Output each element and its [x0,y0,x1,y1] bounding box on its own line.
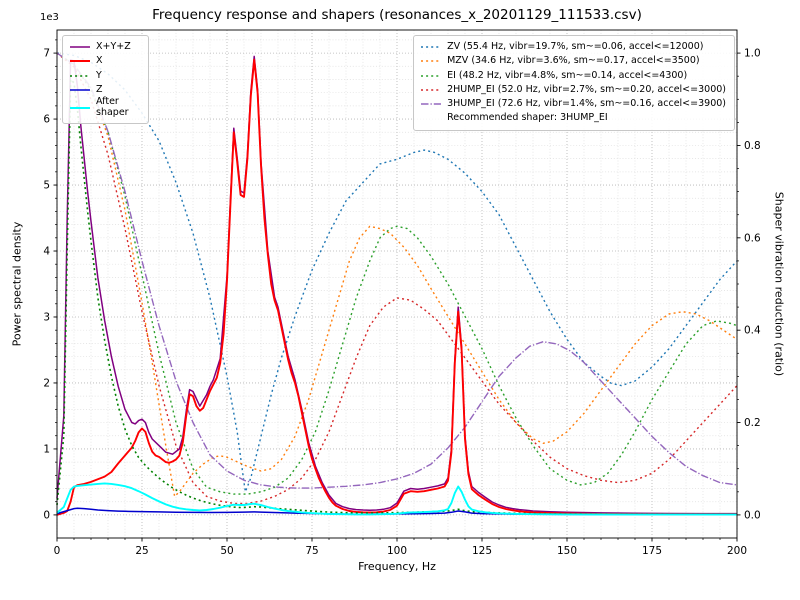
x-tick-label: 150 [557,545,577,557]
x-tick-label: 125 [472,545,492,557]
x-tick-label: 25 [135,545,148,557]
legend-item-2hump-ei: 2HUMP_EI (52.0 Hz, vibr=2.7%, sm~=0.20, … [420,83,726,97]
y-right-tick-label: 0.6 [744,232,761,244]
legend-label-3hump-ei: 3HUMP_EI (72.6 Hz, vibr=1.4%, sm~=0.16, … [447,98,726,109]
y-right-tick-label: 0.4 [744,325,761,337]
y-axis-offset-text: 1e3 [40,12,59,23]
y-left-tick-label: 3 [43,311,50,323]
after-shaper-line-icon [69,103,91,113]
chart-title: Frequency response and shapers (resonanc… [152,7,642,23]
legend-shapers: ZV (55.4 Hz, vibr=19.7%, sm~=0.06, accel… [413,35,735,131]
y-left-tick-label: 4 [43,246,50,258]
legend-label-mzv: MZV (34.6 Hz, vibr=3.6%, sm~=0.17, accel… [447,55,700,67]
legend-psd: X+Y+Z X Y Z After shaper [62,35,149,124]
legend-item-mzv: MZV (34.6 Hz, vibr=3.6%, sm~=0.17, accel… [420,54,726,68]
y-left-tick-label: 1 [43,443,50,455]
series-line-after-shaper [56,482,737,516]
legend-label-zv: ZV (55.4 Hz, vibr=19.7%, sm~=0.06, accel… [447,41,704,52]
legend-label-y: Y [96,69,102,81]
legend-label-2hump-ei: 2HUMP_EI (52.0 Hz, vibr=2.7%, sm~=0.20, … [447,83,726,95]
y-right-tick-label: 0.0 [744,509,761,521]
series-line-y [56,78,738,516]
legend-label-x: X [96,55,103,67]
y-right-tick-label: 0.2 [744,417,761,429]
legend-item-after-shaper: After shaper [69,96,140,119]
y-left-tick-label: 2 [43,377,50,389]
y-left-tick-label: 6 [43,114,50,126]
legend-label-xyz: X+Y+Z [96,41,131,52]
y-left-tick-label: 5 [43,180,50,192]
ei-line-icon [420,71,442,81]
y-right-tick-label: 0.8 [744,140,761,152]
x-tick-label: 175 [642,545,662,557]
x-tick-label: 100 [387,545,407,557]
legend-label-after-shaper: After shaper [96,96,129,118]
x-tick-label: 0 [54,545,61,557]
y-right-tick-label: 1.0 [744,48,761,60]
legend-item-zv: ZV (55.4 Hz, vibr=19.7%, sm~=0.06, accel… [420,40,726,54]
legend-item-y: Y [69,69,140,83]
y-axis-right-label: Shaper vibration reduction (ratio) [772,191,786,377]
y-axis-left-label: Power spectral density [10,221,24,347]
xyz-line-icon [69,42,91,52]
series-line-2hump-ei [56,52,738,505]
series-line-3hump-ei [56,52,738,489]
x-tick-label: 200 [727,545,747,557]
y-left-tick-label: 7 [43,48,50,60]
legend-item-xyz: X+Y+Z [69,40,140,54]
legend-item-z: Z [69,83,140,97]
legend-label-z: Z [96,83,103,95]
series-line-zv [56,52,738,493]
2hump-ei-line-icon [420,85,442,95]
x-axis-label: Frequency, Hz [358,560,436,573]
legend-item-recommendation: Recommended shaper: 3HUMP_EI [420,111,726,125]
x-line-icon [69,56,91,66]
z-line-icon [69,85,91,95]
series-line-z [56,507,737,516]
x-tick-label: 75 [305,545,318,557]
legend-label-recommendation: Recommended shaper: 3HUMP_EI [447,112,608,124]
legend-item-3hump-ei: 3HUMP_EI (72.6 Hz, vibr=1.4%, sm~=0.16, … [420,97,726,111]
y-left-tick-label: 0 [43,509,50,521]
y-line-icon [69,71,91,81]
mzv-line-icon [420,56,442,66]
legend-item-ei: EI (48.2 Hz, vibr=4.8%, sm~=0.14, accel<… [420,69,726,83]
legend-label-ei: EI (48.2 Hz, vibr=4.8%, sm~=0.14, accel<… [447,69,688,81]
zv-line-icon [420,42,442,52]
x-tick-label: 50 [220,545,233,557]
legend-item-x: X [69,54,140,68]
3hump-ei-line-icon [420,99,442,109]
series-line-x [56,58,737,516]
recommendation-spacer [420,113,442,123]
